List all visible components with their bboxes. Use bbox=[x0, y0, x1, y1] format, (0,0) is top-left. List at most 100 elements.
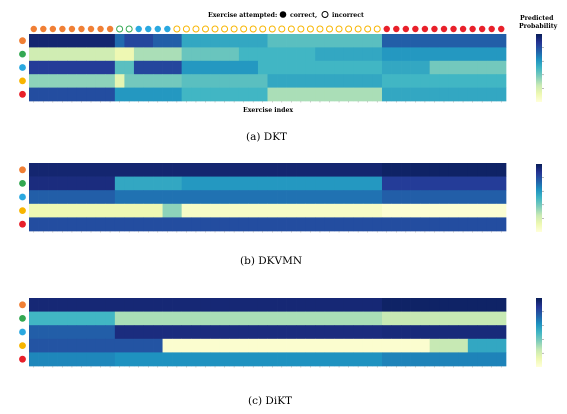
heatmap-cell-dkvmn bbox=[95, 176, 106, 191]
attempt-marker-incorrect bbox=[249, 25, 257, 33]
heatmap-cell-dikt bbox=[286, 298, 297, 312]
heatmap-cell-dikt bbox=[257, 298, 268, 312]
heatmap-cell-dkvmn bbox=[362, 190, 373, 205]
heatmap-cell-dkvmn bbox=[467, 176, 478, 191]
heatmap-cell-dikt bbox=[343, 338, 354, 353]
heatmap-cell-dkt bbox=[315, 87, 326, 102]
heatmap-cell-dkt bbox=[114, 87, 125, 102]
heatmap-cell-dikt bbox=[248, 311, 259, 326]
heatmap-cell-dikt bbox=[153, 325, 163, 340]
heatmap-cell-dikt bbox=[133, 325, 144, 340]
heatmap-cell-dkt bbox=[286, 87, 297, 102]
heatmap-cell-dikt bbox=[353, 325, 364, 340]
attempt-marker-incorrect bbox=[192, 25, 200, 33]
heatmap-cell-dkt bbox=[29, 87, 39, 102]
heatmap-cell-dkt bbox=[372, 34, 383, 48]
heatmap-cell-dkvmn bbox=[124, 190, 135, 205]
heatmap-cell-dkvmn bbox=[362, 163, 373, 177]
heatmap-cell-dkt bbox=[410, 34, 421, 48]
heatmap-cell-dkvmn bbox=[57, 163, 68, 177]
heatmap-cell-dkvmn bbox=[124, 217, 135, 232]
heatmap-cell-dikt bbox=[95, 325, 106, 340]
heatmap-cell-dkvmn bbox=[219, 163, 230, 177]
heatmap-cell-dkvmn bbox=[67, 176, 78, 191]
heatmap-cell-dikt bbox=[439, 338, 450, 353]
heatmap-cell-dkvmn bbox=[343, 190, 354, 205]
heatmap-cell-dikt bbox=[181, 311, 192, 326]
heatmap-cell-dikt bbox=[324, 352, 335, 367]
heatmap-cell-dkvmn bbox=[286, 176, 297, 191]
heatmap-cell-dikt bbox=[257, 325, 268, 340]
heatmap-cell-dkvmn bbox=[458, 217, 469, 232]
heatmap-cell-dkvmn bbox=[429, 163, 440, 177]
heatmap-cell-dkt bbox=[95, 60, 106, 75]
heatmap-cell-dkt bbox=[67, 87, 78, 102]
caption-dikt: (c) DiKT bbox=[248, 395, 292, 407]
heatmap-cell-dikt bbox=[38, 325, 49, 340]
heatmap-cell-dikt bbox=[372, 338, 383, 353]
heatmap-cell-dkt bbox=[277, 87, 287, 102]
heatmap-cell-dkvmn bbox=[172, 217, 182, 232]
heatmap-cell-dikt bbox=[391, 311, 402, 326]
heatmap-cell-dikt bbox=[458, 325, 469, 340]
attempt-marker-incorrect bbox=[287, 25, 295, 33]
heatmap-cell-dikt bbox=[401, 298, 411, 312]
heatmap-cell-dkt bbox=[181, 47, 192, 62]
heatmap-cell-dkvmn bbox=[420, 203, 431, 218]
attempt-marker-correct bbox=[164, 25, 171, 33]
heatmap-cell-dkvmn bbox=[172, 163, 182, 177]
heatmap-cell-dikt bbox=[420, 352, 431, 367]
heatmap-cell-dikt bbox=[48, 338, 58, 353]
heatmap-cell-dikt bbox=[324, 311, 335, 326]
heatmap-cell-dkt bbox=[324, 47, 335, 62]
heatmap-cell-dkt bbox=[486, 74, 497, 88]
heatmap-cell-dkt bbox=[448, 34, 459, 48]
heatmap-cell-dkvmn bbox=[381, 163, 392, 177]
heatmap-cell-dkt bbox=[105, 34, 116, 48]
heatmap-cell-dkvmn bbox=[200, 217, 211, 232]
heatmap-cell-dikt bbox=[67, 325, 78, 340]
heatmap-cell-dikt bbox=[391, 298, 402, 312]
heatmap-cell-dikt bbox=[172, 311, 182, 326]
attempt-marker-correct bbox=[440, 25, 448, 33]
heatmap-cell-dkvmn bbox=[143, 190, 154, 205]
heatmap-cell-dkvmn bbox=[410, 217, 421, 232]
heatmap-cell-dikt bbox=[401, 338, 411, 353]
heatmap-cell-dikt bbox=[124, 311, 135, 326]
heatmap-cell-dkt bbox=[200, 34, 211, 48]
heatmap-cell-dikt bbox=[410, 352, 421, 367]
heatmap-cell-dikt bbox=[477, 338, 488, 353]
heatmap-cell-dkt bbox=[105, 47, 116, 62]
attempt-marker-incorrect bbox=[182, 25, 190, 33]
heatmap-cell-dkt bbox=[257, 87, 268, 102]
heatmap-cell-dkvmn bbox=[448, 190, 459, 205]
heatmap-cell-dkt bbox=[381, 60, 392, 75]
heatmap-cell-dkvmn bbox=[381, 176, 392, 191]
heatmap-cell-dkvmn bbox=[200, 190, 211, 205]
heatmap-cell-dkt bbox=[38, 47, 49, 62]
heatmap-cell-dikt bbox=[448, 352, 459, 367]
heatmap-cell-dkt bbox=[267, 74, 278, 88]
heatmap-cell-dkt bbox=[248, 87, 259, 102]
heatmap-cell-dkt bbox=[343, 47, 354, 62]
heatmap-cell-dkt bbox=[105, 74, 116, 88]
skill-marker-blue bbox=[19, 64, 26, 71]
heatmap-cell-dikt bbox=[410, 298, 421, 312]
heatmap-cell-dkt bbox=[343, 87, 354, 102]
heatmap-cell-dkvmn bbox=[153, 163, 163, 177]
heatmap-cell-dkvmn bbox=[86, 163, 97, 177]
heatmap-cell-dkvmn bbox=[372, 176, 383, 191]
heatmap-cell-dikt bbox=[114, 325, 125, 340]
caption-dkvmn: (b) DKVMN bbox=[240, 255, 302, 267]
heatmap-cell-dkt bbox=[343, 60, 354, 75]
heatmap-cell-dkt bbox=[391, 47, 402, 62]
heatmap-cell-dkvmn bbox=[172, 190, 182, 205]
heatmap-cell-dkt bbox=[172, 87, 182, 102]
heatmap-cell-dkt bbox=[353, 60, 364, 75]
heatmap-cell-dkt bbox=[29, 74, 39, 88]
heatmap-cell-dkt bbox=[29, 60, 39, 75]
skill-marker-green bbox=[19, 180, 26, 187]
heatmap-cell-dkvmn bbox=[420, 163, 431, 177]
heatmap-cell-dkvmn bbox=[420, 176, 431, 191]
attempt-marker-correct bbox=[469, 25, 476, 33]
